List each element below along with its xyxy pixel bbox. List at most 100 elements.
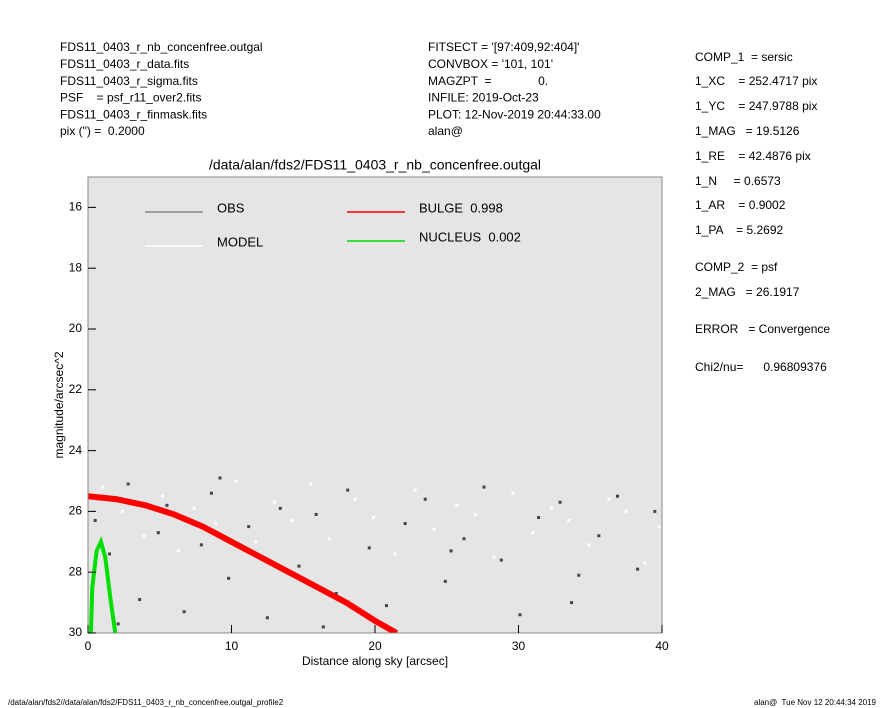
data-point <box>353 497 357 501</box>
header-line: PLOT: 12-Nov-2019 20:44:33.00 <box>428 107 601 121</box>
fit-param: COMP_1 = sersic <box>695 50 793 64</box>
header-line: FDS11_0403_r_data.fits <box>60 57 189 71</box>
data-point <box>570 601 574 605</box>
profile-curve <box>88 536 118 633</box>
data-point <box>403 522 407 526</box>
y-tick-label: 26 <box>69 504 83 518</box>
data-point <box>372 515 376 519</box>
data-point <box>518 613 522 617</box>
header-line: FITSECT = '[97:409,92:404]' <box>428 40 579 54</box>
data-point <box>558 500 562 504</box>
footer-path: /data/alan/fds2//data/alan/fds2/FDS11_04… <box>8 698 284 707</box>
data-point <box>218 476 222 480</box>
legend-label: NUCLEUS 0.002 <box>419 229 521 244</box>
y-tick-label: 18 <box>69 260 83 274</box>
data-point <box>346 488 350 492</box>
data-point <box>273 500 277 504</box>
fit-param: 1_AR = 0.9002 <box>695 198 786 212</box>
fit-param: Chi2/nu= 0.96809376 <box>695 360 827 374</box>
data-point <box>455 503 459 507</box>
data-point <box>199 543 203 547</box>
data-point <box>156 531 160 535</box>
data-point <box>607 497 611 501</box>
data-point <box>597 534 601 538</box>
data-point <box>126 482 130 486</box>
data-point <box>254 540 258 544</box>
data-point <box>209 491 213 495</box>
data-point <box>657 525 661 529</box>
data-point <box>192 506 196 510</box>
data-point <box>142 534 146 538</box>
data-point <box>278 506 282 510</box>
data-point <box>182 610 186 614</box>
data-point <box>247 525 251 529</box>
y-tick-label: 28 <box>69 564 83 578</box>
header-line: INFILE: 2019-Oct-23 <box>428 91 539 105</box>
header-line: PSF = psf_r11_over2.fits <box>60 91 202 105</box>
data-point <box>100 485 104 489</box>
data-point <box>432 528 436 532</box>
data-point <box>234 479 238 483</box>
data-point <box>161 494 165 498</box>
data-point <box>120 509 124 513</box>
data-point <box>537 515 541 519</box>
legend-label: BULGE 0.998 <box>419 200 503 215</box>
data-point <box>511 491 515 495</box>
x-tick-label: 40 <box>655 639 669 653</box>
x-tick-label: 0 <box>85 639 92 653</box>
data-point <box>290 519 294 523</box>
fit-param: 1_XC = 252.4717 pix <box>695 74 817 88</box>
data-point <box>567 519 571 523</box>
data-point <box>297 564 301 568</box>
data-point <box>624 509 628 513</box>
header-line: FDS11_0403_r_finmask.fits <box>60 107 207 121</box>
data-point <box>449 549 453 553</box>
header-line: pix (") = 0.2000 <box>60 124 145 138</box>
data-point <box>462 537 466 541</box>
data-point <box>587 543 591 547</box>
data-point <box>577 573 581 577</box>
y-tick-label: 24 <box>69 443 83 457</box>
chart-title: /data/alan/fds2/FDS11_0403_r_nb_concenfr… <box>209 157 541 173</box>
data-point <box>176 549 180 553</box>
x-tick-label: 20 <box>368 639 382 653</box>
data-point <box>443 579 447 583</box>
data-point <box>116 622 120 626</box>
profile-curve <box>88 493 399 633</box>
data-point <box>321 625 325 629</box>
y-tick-label: 16 <box>69 200 83 214</box>
data-point <box>393 552 397 556</box>
data-point <box>308 482 312 486</box>
header-line: CONVBOX = '101, 101' <box>428 57 553 71</box>
fit-param: 1_PA = 5.2692 <box>695 223 784 237</box>
data-point <box>108 552 112 556</box>
data-point <box>492 555 496 559</box>
y-axis-label: magnitude/arcsec^2 <box>52 351 66 458</box>
footer-date: alan@ Tue Nov 12 20:44:34 2019 <box>754 698 877 707</box>
fit-param: 1_MAG = 19.5126 <box>695 124 800 138</box>
header-line: alan@ <box>428 124 463 138</box>
data-point <box>138 598 142 602</box>
plot-area <box>88 177 662 633</box>
y-tick-label: 20 <box>69 321 83 335</box>
fit-param: 2_MAG = 26.1917 <box>695 285 800 299</box>
data-point <box>473 512 477 516</box>
legend-label: OBS <box>217 200 245 215</box>
data-point <box>334 591 338 595</box>
header-line: FDS11_0403_r_sigma.fits <box>60 74 198 88</box>
fit-param: 1_N = 0.6573 <box>695 174 781 188</box>
data-point <box>550 506 554 510</box>
data-point <box>314 512 318 516</box>
x-tick-label: 30 <box>512 639 526 653</box>
data-point <box>265 616 269 620</box>
y-tick-label: 22 <box>69 382 83 396</box>
data-point <box>482 485 486 489</box>
data-point <box>423 497 427 501</box>
data-point <box>214 522 218 526</box>
data-point <box>384 604 388 608</box>
fit-param: ERROR = Convergence <box>695 322 830 336</box>
y-tick-label: 30 <box>69 625 83 639</box>
data-point <box>636 567 640 571</box>
